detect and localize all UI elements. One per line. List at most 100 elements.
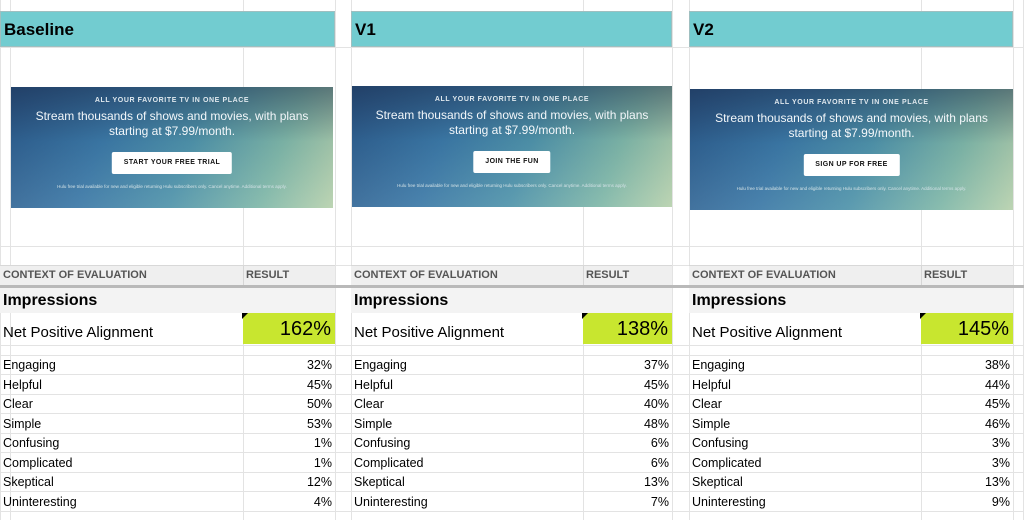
metric-row[interactable]: Simple 53% bbox=[0, 415, 335, 434]
metric-row[interactable]: Clear 40% bbox=[351, 395, 672, 414]
grid-line-horizontal bbox=[0, 511, 1024, 512]
metric-row[interactable]: Helpful 45% bbox=[0, 376, 335, 395]
metric-label: Uninteresting bbox=[3, 494, 77, 509]
metric-row[interactable]: Uninteresting 9% bbox=[689, 493, 1013, 512]
metric-value: 7% bbox=[650, 494, 669, 509]
metric-label: Clear bbox=[3, 397, 33, 411]
metric-row[interactable]: Simple 48% bbox=[351, 415, 672, 434]
metric-value: 40% bbox=[643, 397, 669, 411]
npa-label-cell[interactable]: Net Positive Alignment bbox=[692, 324, 843, 341]
banner-fine-print: Hulu free trial available for new and el… bbox=[57, 184, 287, 189]
metric-label: Skeptical bbox=[3, 475, 54, 489]
grid-line-vertical bbox=[1013, 0, 1014, 520]
context-header-label[interactable]: CONTEXT OF EVALUATION bbox=[692, 269, 836, 281]
metric-row[interactable]: Uninteresting 7% bbox=[351, 493, 672, 512]
impressions-label: Impressions bbox=[692, 292, 787, 309]
banner-cta-button: JOIN THE FUN bbox=[473, 151, 551, 173]
npa-label-cell[interactable]: Net Positive Alignment bbox=[3, 324, 154, 341]
variant-name: Baseline bbox=[4, 20, 74, 39]
variant-header-cell[interactable]: V1 bbox=[351, 11, 672, 47]
column-separator bbox=[243, 266, 244, 286]
npa-value-cell[interactable]: 162% bbox=[242, 313, 335, 344]
column-separator bbox=[921, 266, 922, 286]
metric-label: Simple bbox=[692, 416, 731, 431]
result-header-label[interactable]: RESULT bbox=[246, 269, 290, 281]
metric-row[interactable]: Complicated 3% bbox=[689, 454, 1013, 473]
metric-value: 3% bbox=[991, 455, 1010, 470]
metric-value: 13% bbox=[984, 475, 1010, 489]
impressions-row[interactable]: Impressions bbox=[351, 288, 672, 313]
metric-row[interactable]: Clear 50% bbox=[0, 395, 335, 414]
grid-line-vertical bbox=[921, 0, 922, 520]
result-header-label[interactable]: RESULT bbox=[586, 269, 630, 281]
banner-headline: Stream thousands of shows and movies, wi… bbox=[715, 111, 988, 140]
metric-label: Engaging bbox=[692, 358, 745, 372]
metric-label: Complicated bbox=[354, 455, 424, 470]
grid-line-vertical bbox=[672, 0, 673, 520]
grid-line-horizontal bbox=[0, 374, 1024, 375]
banner-headline: Stream thousands of shows and movies, wi… bbox=[35, 109, 309, 138]
banner-fine-print: Hulu free trial available for new and el… bbox=[736, 186, 967, 191]
context-header-row: CONTEXT OF EVALUATION RESULT bbox=[351, 265, 672, 286]
metric-row[interactable]: Engaging 37% bbox=[351, 356, 672, 375]
frozen-row-divider[interactable] bbox=[0, 285, 1024, 288]
metric-value: 45% bbox=[643, 377, 669, 392]
metric-row[interactable]: Confusing 1% bbox=[0, 434, 335, 453]
grid-line-horizontal bbox=[0, 413, 1024, 414]
metric-row[interactable]: Engaging 38% bbox=[689, 356, 1013, 375]
grid-line-horizontal bbox=[0, 47, 1024, 48]
variant-header-cell[interactable]: Baseline bbox=[0, 11, 335, 47]
metric-row[interactable]: Complicated 6% bbox=[351, 454, 672, 473]
metric-label: Skeptical bbox=[354, 475, 405, 489]
metric-label: Confusing bbox=[692, 436, 749, 450]
grid-line-vertical bbox=[583, 0, 584, 520]
metric-label: Helpful bbox=[692, 377, 731, 392]
metric-label: Complicated bbox=[3, 455, 73, 470]
metric-row[interactable]: Skeptical 12% bbox=[0, 473, 335, 492]
metric-value: 46% bbox=[984, 416, 1010, 431]
metric-row[interactable]: Complicated 1% bbox=[0, 454, 335, 473]
impressions-row[interactable]: Impressions bbox=[689, 288, 1013, 313]
metric-label: Engaging bbox=[354, 358, 407, 372]
impressions-label: Impressions bbox=[3, 292, 98, 309]
metric-row[interactable]: Skeptical 13% bbox=[351, 473, 672, 492]
grid-line-vertical bbox=[0, 0, 1, 520]
metric-value: 53% bbox=[306, 416, 332, 431]
metric-label: Uninteresting bbox=[692, 494, 766, 509]
metric-row[interactable]: Engaging 32% bbox=[0, 356, 335, 375]
metric-row[interactable]: Clear 45% bbox=[689, 395, 1013, 414]
metric-value: 50% bbox=[306, 397, 332, 411]
metric-row[interactable]: Helpful 45% bbox=[351, 376, 672, 395]
variant-header-cell[interactable]: V2 bbox=[689, 11, 1013, 47]
context-header-label[interactable]: CONTEXT OF EVALUATION bbox=[354, 269, 498, 281]
banner-image[interactable]: ALL YOUR FAVORITE TV IN ONE PLACE Stream… bbox=[352, 86, 672, 207]
metric-row[interactable]: Simple 46% bbox=[689, 415, 1013, 434]
banner-cta-button: START YOUR FREE TRIAL bbox=[111, 152, 233, 174]
grid-line-vertical bbox=[351, 0, 352, 520]
grid-line-vertical bbox=[243, 0, 244, 520]
metric-row[interactable]: Skeptical 13% bbox=[689, 473, 1013, 492]
metric-value: 1% bbox=[313, 436, 332, 450]
banner-cta-button: SIGN UP FOR FREE bbox=[803, 154, 900, 176]
result-header-label[interactable]: RESULT bbox=[924, 269, 968, 281]
banner-image[interactable]: ALL YOUR FAVORITE TV IN ONE PLACE Stream… bbox=[11, 87, 333, 208]
metric-label: Simple bbox=[3, 416, 42, 431]
metric-row[interactable]: Confusing 6% bbox=[351, 434, 672, 453]
grid-line-horizontal bbox=[0, 345, 1024, 346]
grid-line-vertical bbox=[689, 0, 690, 520]
metric-value: 1% bbox=[313, 455, 332, 470]
npa-label-cell[interactable]: Net Positive Alignment bbox=[354, 324, 505, 341]
metric-value: 9% bbox=[991, 494, 1010, 509]
metric-row[interactable]: Confusing 3% bbox=[689, 434, 1013, 453]
variant-name: V1 bbox=[355, 20, 376, 39]
metric-row[interactable]: Helpful 44% bbox=[689, 376, 1013, 395]
npa-value-cell[interactable]: 138% bbox=[582, 313, 672, 344]
impressions-row[interactable]: Impressions bbox=[0, 288, 335, 313]
metric-label: Simple bbox=[354, 416, 393, 431]
banner-image[interactable]: ALL YOUR FAVORITE TV IN ONE PLACE Stream… bbox=[690, 89, 1013, 210]
metric-row[interactable]: Uninteresting 4% bbox=[0, 493, 335, 512]
banner-tagline: ALL YOUR FAVORITE TV IN ONE PLACE bbox=[94, 97, 250, 104]
context-header-label[interactable]: CONTEXT OF EVALUATION bbox=[3, 269, 147, 281]
metric-label: Engaging bbox=[3, 358, 56, 372]
npa-value-cell[interactable]: 145% bbox=[920, 313, 1013, 344]
